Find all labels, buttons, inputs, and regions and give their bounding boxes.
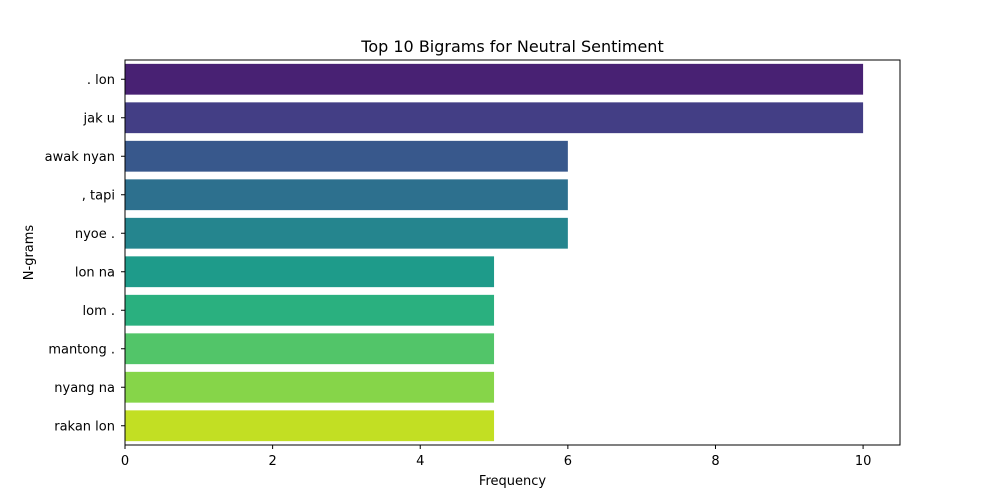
y-tick-label: lom . (83, 304, 116, 319)
y-tick-label: lon na (75, 265, 115, 280)
bar-1 (125, 102, 864, 134)
y-tick-label: awak nyan (45, 150, 115, 165)
x-tick-label: 0 (121, 454, 129, 469)
y-tick-label: jak u (83, 111, 115, 126)
bar-5 (125, 256, 495, 288)
bar-2 (125, 140, 568, 172)
x-tick-label: 2 (268, 454, 276, 469)
bar-4 (125, 217, 568, 249)
bar-3 (125, 179, 568, 211)
chart-title: Top 10 Bigrams for Neutral Sentiment (360, 37, 663, 56)
y-tick-label: nyang na (54, 381, 115, 396)
x-tick-label: 10 (855, 454, 872, 469)
bar-6 (125, 294, 495, 326)
y-axis-label: N-grams (22, 225, 37, 281)
y-tick-label: . lon (87, 73, 115, 88)
x-axis-label: Frequency (479, 474, 546, 489)
bar-9 (125, 410, 495, 442)
y-axis-ticks: . lon jak u awak nyan , tapi nyoe . lon na lom… (45, 73, 125, 434)
bar-0 (125, 63, 864, 95)
x-tick-label: 6 (564, 454, 572, 469)
x-tick-label: 8 (711, 454, 719, 469)
y-tick-label: nyoe . (75, 227, 115, 242)
bars-group (125, 63, 864, 442)
x-axis-ticks: 0 2 4 6 8 10 (121, 445, 872, 469)
bar-7 (125, 333, 495, 365)
y-tick-label: rakan lon (54, 419, 115, 434)
bar-8 (125, 371, 495, 403)
plot-frame (124, 59, 901, 446)
x-tick-label: 4 (416, 454, 424, 469)
y-tick-label: mantong . (48, 342, 115, 357)
y-tick-label: , tapi (82, 188, 115, 203)
